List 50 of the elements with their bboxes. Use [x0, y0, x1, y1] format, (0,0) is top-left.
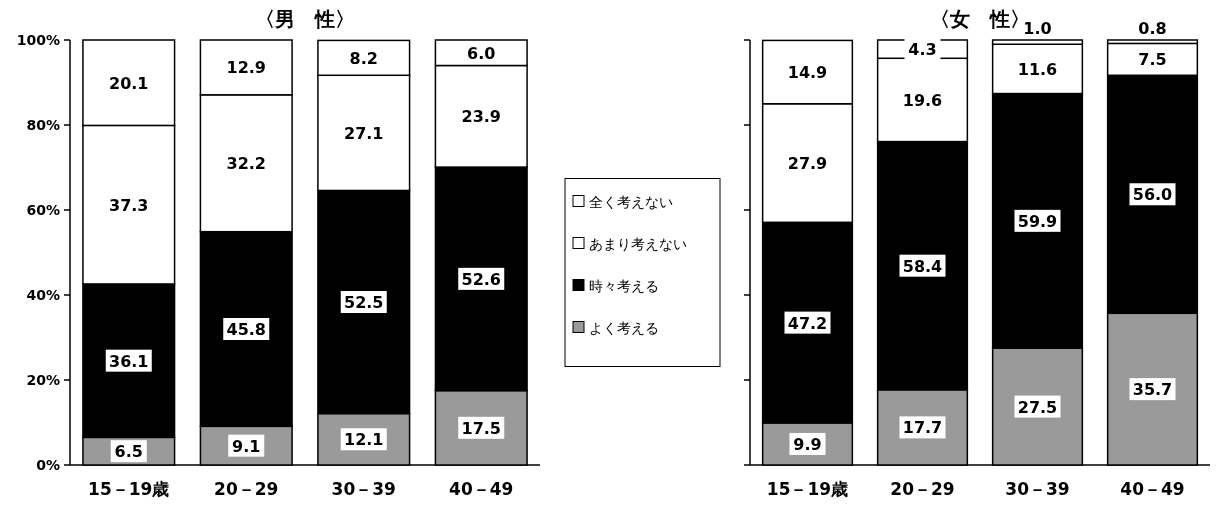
y-tick-label: 20%: [26, 372, 60, 388]
data-label: 47.2: [787, 313, 828, 333]
y-tick-label: 0%: [36, 457, 60, 473]
data-label: 12.9: [226, 58, 266, 78]
x-tick-label: 40－49: [1120, 479, 1185, 499]
y-tick-label: 40%: [26, 287, 60, 303]
data-label: 56.0: [1132, 185, 1173, 205]
data-label: 6.0: [467, 43, 496, 63]
legend-label: 全く考えない: [589, 193, 673, 210]
legend-label: 時々考える: [589, 277, 659, 294]
data-label: 9.9: [793, 434, 822, 454]
x-tick-label: 15－19歳: [88, 479, 170, 499]
legend-label: あまり考えない: [589, 235, 687, 252]
data-label: 17.7: [902, 418, 943, 438]
data-label: 12.1: [344, 430, 384, 450]
data-label: 23.9: [461, 107, 501, 127]
data-label: 19.6: [902, 90, 943, 110]
data-label: 27.9: [787, 154, 828, 174]
data-label: 32.2: [226, 154, 266, 174]
data-label: 52.5: [344, 293, 384, 313]
data-label: 35.7: [1132, 380, 1173, 400]
y-tick-label: 100%: [16, 32, 60, 48]
data-label: 9.1: [232, 436, 261, 456]
legend-label: よく考える: [589, 319, 659, 336]
x-tick-label: 20－29: [890, 479, 955, 499]
data-label: 6.5: [114, 442, 143, 462]
data-label: 8.2: [349, 48, 378, 68]
data-label: 52.6: [461, 269, 501, 289]
data-label: 7.5: [1138, 50, 1167, 70]
data-label: 36.1: [109, 351, 149, 371]
data-label: 37.3: [109, 195, 149, 215]
y-tick-label: 80%: [26, 117, 60, 133]
data-label: 0.8: [1138, 19, 1167, 38]
data-label: 20.1: [109, 73, 149, 93]
data-label: 14.9: [787, 63, 828, 83]
x-tick-label: 40－49: [449, 479, 514, 499]
data-label: 17.5: [461, 418, 501, 438]
x-tick-label: 15－19歳: [766, 479, 849, 499]
data-label: 45.8: [226, 320, 266, 339]
x-tick-label: 20－29: [214, 479, 279, 499]
y-tick-label: 60%: [26, 202, 60, 218]
data-label: 27.1: [344, 123, 384, 143]
data-label: 27.5: [1017, 397, 1058, 417]
data-label: 11.6: [1017, 59, 1058, 79]
data-label: 4.3: [908, 40, 937, 60]
data-label: 58.4: [902, 256, 943, 276]
x-tick-label: 30－39: [331, 479, 396, 499]
chart-title: 〈男 性〉: [255, 7, 355, 31]
x-tick-label: 30－39: [1005, 479, 1070, 499]
data-label: 59.9: [1017, 211, 1058, 231]
